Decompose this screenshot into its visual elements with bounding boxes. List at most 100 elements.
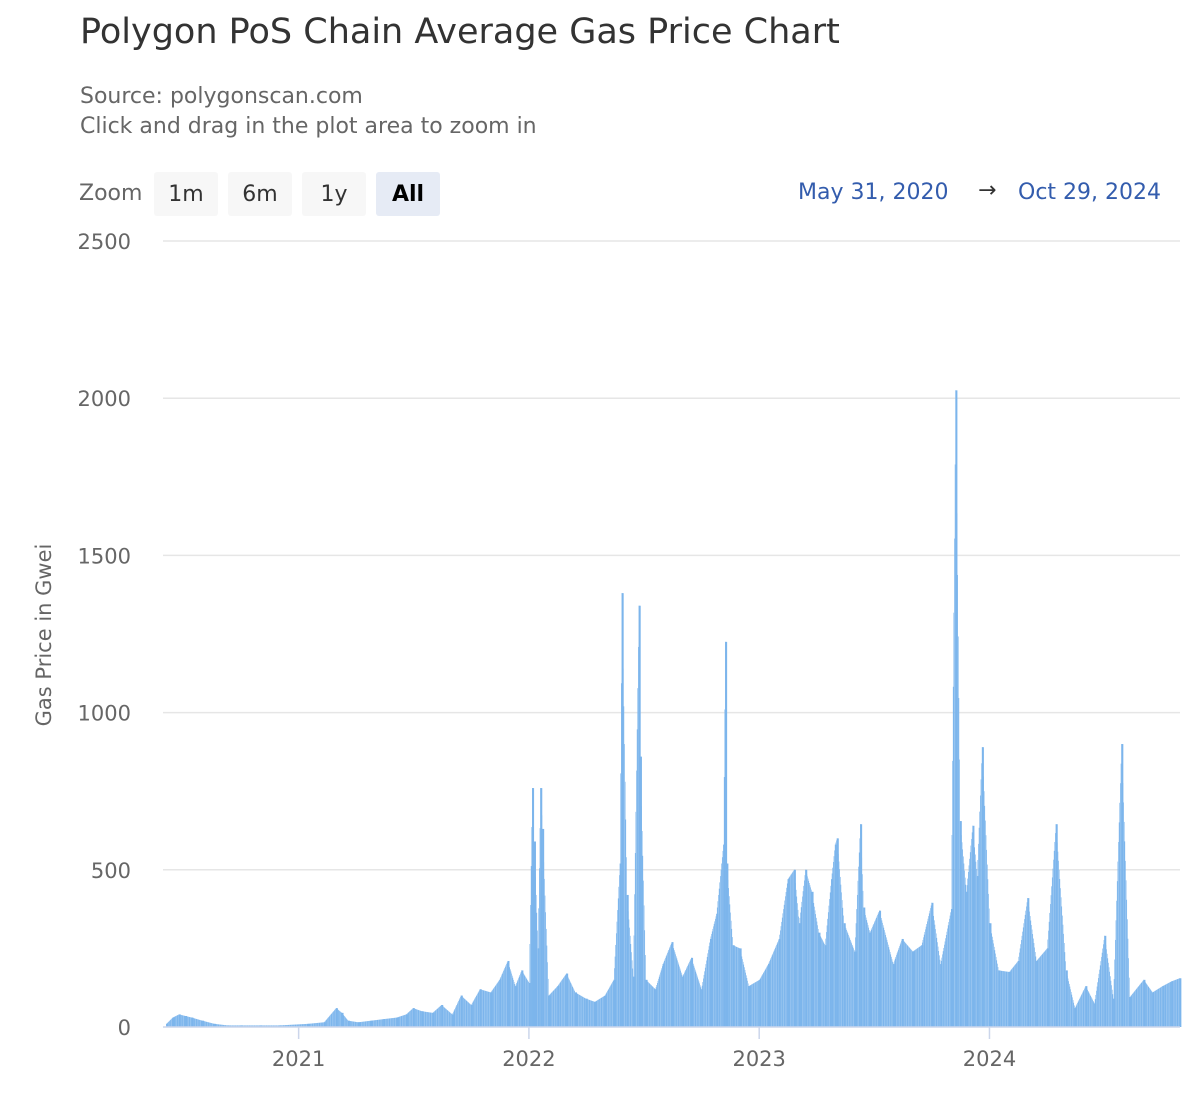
gas-price-bar[interactable] — [270, 1025, 271, 1027]
gas-price-bar[interactable] — [580, 995, 582, 1027]
gas-price-bar[interactable] — [1054, 841, 1056, 1027]
gas-price-bar[interactable] — [1031, 925, 1032, 1027]
gas-price-bar[interactable] — [501, 975, 502, 1027]
gas-price-bar[interactable] — [897, 949, 899, 1027]
gas-price-bar[interactable] — [1072, 997, 1073, 1027]
gas-price-bar[interactable] — [680, 972, 682, 1027]
gas-price-bar[interactable] — [213, 1023, 215, 1027]
gas-price-bar[interactable] — [621, 593, 624, 1027]
gas-price-bar[interactable] — [590, 1000, 592, 1027]
gas-price-bar[interactable] — [231, 1025, 233, 1027]
gas-price-bar[interactable] — [351, 1021, 353, 1027]
gas-price-bar[interactable] — [974, 854, 976, 1027]
gas-price-bar[interactable] — [282, 1025, 284, 1027]
gas-price-bar[interactable] — [194, 1018, 196, 1027]
gas-price-bar[interactable] — [1133, 991, 1135, 1027]
gas-price-bar[interactable] — [728, 888, 729, 1027]
gas-price-bar[interactable] — [518, 976, 520, 1027]
gas-price-bar[interactable] — [1171, 981, 1174, 1027]
gas-price-bar[interactable] — [682, 976, 685, 1027]
gas-price-bar[interactable] — [247, 1025, 249, 1027]
gas-price-bar[interactable] — [738, 947, 740, 1027]
gas-price-bar[interactable] — [839, 876, 841, 1027]
gas-price-bar[interactable] — [292, 1024, 293, 1027]
gas-price-bar[interactable] — [426, 1011, 427, 1027]
gas-price-bar[interactable] — [762, 973, 764, 1027]
gas-price-bar[interactable] — [615, 944, 617, 1027]
gas-price-bar[interactable] — [477, 992, 479, 1027]
gas-price-bar[interactable] — [651, 985, 652, 1027]
gas-price-bar[interactable] — [916, 948, 918, 1027]
gas-price-bar[interactable] — [200, 1020, 202, 1027]
gas-price-bar[interactable] — [802, 896, 803, 1027]
gas-price-bar[interactable] — [862, 890, 864, 1027]
gas-price-bar[interactable] — [229, 1025, 230, 1027]
gas-price-bar[interactable] — [326, 1019, 328, 1027]
gas-price-bar[interactable] — [735, 946, 737, 1027]
gas-price-bar[interactable] — [854, 951, 857, 1027]
gas-price-bar[interactable] — [536, 912, 538, 1027]
gas-price-bar[interactable] — [1038, 958, 1040, 1027]
gas-price-bar[interactable] — [458, 999, 460, 1027]
gas-price-bar[interactable] — [573, 989, 575, 1027]
gas-price-bar[interactable] — [376, 1020, 377, 1027]
gas-price-bar[interactable] — [934, 924, 936, 1027]
gas-price-bar[interactable] — [908, 946, 909, 1027]
gas-price-bar[interactable] — [634, 853, 636, 1027]
gas-price-bar[interactable] — [886, 937, 887, 1027]
gas-price-bar[interactable] — [1011, 968, 1013, 1027]
gas-price-bar[interactable] — [233, 1025, 235, 1027]
gas-price-bar[interactable] — [1007, 971, 1009, 1027]
gas-price-bar[interactable] — [688, 963, 690, 1027]
gas-price-bar[interactable] — [353, 1021, 355, 1027]
gas-price-bar[interactable] — [746, 978, 748, 1027]
gas-price-bar[interactable] — [193, 1018, 194, 1027]
gas-price-bar[interactable] — [445, 1008, 446, 1027]
gas-price-bar[interactable] — [750, 984, 752, 1027]
gas-price-bar[interactable] — [703, 978, 704, 1027]
gas-price-bar[interactable] — [1154, 990, 1156, 1027]
gas-price-bar[interactable] — [826, 925, 828, 1027]
gas-price-bar[interactable] — [872, 926, 873, 1027]
gas-price-bar[interactable] — [331, 1013, 333, 1027]
gas-price-bar[interactable] — [872, 925, 874, 1027]
gas-price-bar[interactable] — [673, 948, 675, 1027]
gas-price-bar[interactable] — [407, 1012, 409, 1027]
gas-price-bar[interactable] — [580, 995, 581, 1027]
gas-price-bar[interactable] — [309, 1023, 311, 1027]
gas-price-bar[interactable] — [781, 921, 782, 1027]
gas-price-bar[interactable] — [174, 1016, 176, 1027]
gas-price-bar[interactable] — [598, 999, 600, 1027]
gas-price-bar[interactable] — [594, 1001, 597, 1027]
gas-price-bar[interactable] — [286, 1025, 287, 1027]
gas-price-bar[interactable] — [643, 905, 645, 1027]
gas-price-bar[interactable] — [961, 842, 963, 1027]
gas-price-bar[interactable] — [1119, 802, 1121, 1027]
gas-price-bar[interactable] — [175, 1015, 177, 1027]
gas-price-bar[interactable] — [278, 1025, 280, 1027]
gas-price-bar[interactable] — [720, 876, 721, 1027]
gas-price-bar[interactable] — [521, 970, 524, 1027]
gas-price-bar[interactable] — [906, 944, 907, 1027]
gas-price-bar[interactable] — [441, 1004, 444, 1027]
gas-price-bar[interactable] — [574, 991, 576, 1027]
gas-price-bar[interactable] — [1098, 973, 1100, 1027]
gas-price-bar[interactable] — [424, 1011, 425, 1027]
gas-price-bar[interactable] — [669, 946, 671, 1027]
gas-price-bar[interactable] — [805, 869, 808, 1027]
gas-price-bar[interactable] — [692, 963, 694, 1027]
gas-price-bar[interactable] — [275, 1025, 277, 1027]
gas-price-bar[interactable] — [885, 934, 887, 1027]
gas-price-bar[interactable] — [742, 961, 744, 1027]
gas-price-bar[interactable] — [198, 1019, 199, 1027]
gas-price-bar[interactable] — [969, 858, 970, 1027]
gas-price-bar[interactable] — [303, 1024, 305, 1027]
gas-price-bar[interactable] — [1106, 953, 1108, 1027]
gas-price-bar[interactable] — [197, 1019, 198, 1027]
gas-price-bar[interactable] — [800, 907, 802, 1027]
gas-price-bar[interactable] — [930, 905, 932, 1027]
gas-price-bar[interactable] — [1002, 970, 1003, 1027]
gas-price-bar[interactable] — [183, 1015, 185, 1027]
gas-price-bar[interactable] — [381, 1019, 382, 1027]
gas-price-bar[interactable] — [319, 1022, 321, 1027]
